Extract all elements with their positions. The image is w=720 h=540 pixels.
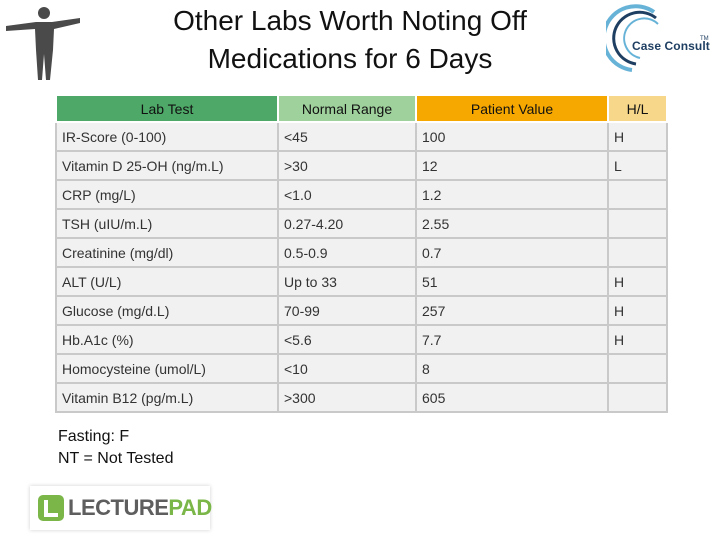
brand-name: Case Consult xyxy=(632,39,710,53)
table-row: TSH (uIU/m.L) 0.27-4.20 2.55 xyxy=(55,208,668,239)
table-row: Homocysteine (umol/L) <10 8 xyxy=(55,353,668,384)
cell-high-low xyxy=(607,208,668,239)
cell-patient-value: 2.55 xyxy=(415,208,609,239)
cell-lab-test: ALT (U/L) xyxy=(55,266,279,297)
title-line-2: Medications for 6 Days xyxy=(207,43,493,74)
cell-patient-value: 100 xyxy=(415,121,609,152)
not-tested-note: NT = Not Tested xyxy=(58,450,174,467)
cell-normal-range: <1.0 xyxy=(277,179,417,210)
cell-patient-value: 0.7 xyxy=(415,237,609,268)
header-normal-range: Normal Range xyxy=(277,94,417,123)
case-consult-logo xyxy=(606,4,659,72)
title-line-1: Other Labs Worth Noting Off xyxy=(173,5,527,36)
cell-patient-value: 605 xyxy=(415,382,609,413)
fasting-note: Fasting: F xyxy=(58,428,130,445)
cell-high-low: H xyxy=(607,121,668,152)
cell-lab-test: Vitamin B12 (pg/m.L) xyxy=(55,382,279,413)
cell-lab-test: Vitamin D 25-OH (ng/m.L) xyxy=(55,150,279,181)
cell-patient-value: 257 xyxy=(415,295,609,326)
cell-lab-test: Hb.A1c (%) xyxy=(55,324,279,355)
table-row: Vitamin B12 (pg/m.L) >300 605 xyxy=(55,382,668,413)
lecturepad-logo: LECTUREPAD xyxy=(30,486,212,530)
table-row: Glucose (mg/d.L) 70-99 257 H xyxy=(55,295,668,326)
cell-normal-range: Up to 33 xyxy=(277,266,417,297)
cell-high-low: H xyxy=(607,266,668,297)
cell-high-low: L xyxy=(607,150,668,181)
cell-lab-test: Glucose (mg/d.L) xyxy=(55,295,279,326)
lecturepad-wordmark: LECTUREPAD xyxy=(68,495,212,521)
header-lab-test: Lab Test xyxy=(55,94,279,123)
cell-high-low: H xyxy=(607,324,668,355)
cell-normal-range: >300 xyxy=(277,382,417,413)
table-row: Vitamin D 25-OH (ng/m.L) >30 12 L xyxy=(55,150,668,181)
cell-high-low: H xyxy=(607,295,668,326)
table-row: Creatinine (mg/dl) 0.5-0.9 0.7 xyxy=(55,237,668,268)
cell-normal-range: <5.6 xyxy=(277,324,417,355)
cell-normal-range: <45 xyxy=(277,121,417,152)
table-row: IR-Score (0-100) <45 100 H xyxy=(55,121,668,152)
cell-patient-value: 51 xyxy=(415,266,609,297)
cell-patient-value: 7.7 xyxy=(415,324,609,355)
slide-title: Other Labs Worth Noting Off Medications … xyxy=(120,2,580,78)
table-row: Hb.A1c (%) <5.6 7.7 H xyxy=(55,324,668,355)
cell-high-low xyxy=(607,353,668,384)
cell-lab-test: CRP (mg/L) xyxy=(55,179,279,210)
cell-normal-range: <10 xyxy=(277,353,417,384)
table-header-row: Lab Test Normal Range Patient Value H/L xyxy=(55,94,668,123)
lecturepad-wordmark-part1: LECTURE xyxy=(68,495,169,520)
cell-high-low xyxy=(607,382,668,413)
human-figure-icon xyxy=(6,7,80,80)
cell-normal-range: 0.27-4.20 xyxy=(277,208,417,239)
cell-patient-value: 8 xyxy=(415,353,609,384)
cell-normal-range: 70-99 xyxy=(277,295,417,326)
cell-normal-range: 0.5-0.9 xyxy=(277,237,417,268)
table-row: ALT (U/L) Up to 33 51 H xyxy=(55,266,668,297)
cell-patient-value: 1.2 xyxy=(415,179,609,210)
cell-lab-test: TSH (uIU/m.L) xyxy=(55,208,279,239)
brand-trademark: TM xyxy=(700,36,709,42)
legend-notes: Fasting: F NT = Not Tested xyxy=(58,426,173,470)
cell-high-low xyxy=(607,179,668,210)
table-row: CRP (mg/L) <1.0 1.2 xyxy=(55,179,668,210)
cell-lab-test: Homocysteine (umol/L) xyxy=(55,353,279,384)
header-high-low: H/L xyxy=(607,94,668,123)
cell-lab-test: IR-Score (0-100) xyxy=(55,121,279,152)
cell-lab-test: Creatinine (mg/dl) xyxy=(55,237,279,268)
cell-normal-range: >30 xyxy=(277,150,417,181)
header-patient-value: Patient Value xyxy=(415,94,609,123)
labs-table: Lab Test Normal Range Patient Value H/L … xyxy=(55,94,668,413)
cell-high-low xyxy=(607,237,668,268)
cell-patient-value: 12 xyxy=(415,150,609,181)
lecturepad-wordmark-part2: PAD xyxy=(168,495,212,520)
lecturepad-mark-icon xyxy=(38,495,64,521)
